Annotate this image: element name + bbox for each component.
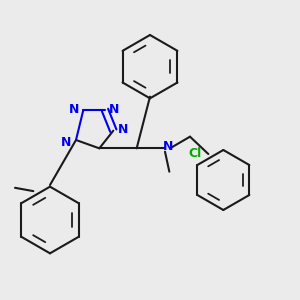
Text: N: N (69, 103, 79, 116)
Text: N: N (118, 123, 128, 136)
Text: Cl: Cl (188, 147, 201, 160)
Text: N: N (61, 136, 71, 149)
Text: N: N (163, 140, 173, 153)
Text: N: N (109, 103, 119, 116)
